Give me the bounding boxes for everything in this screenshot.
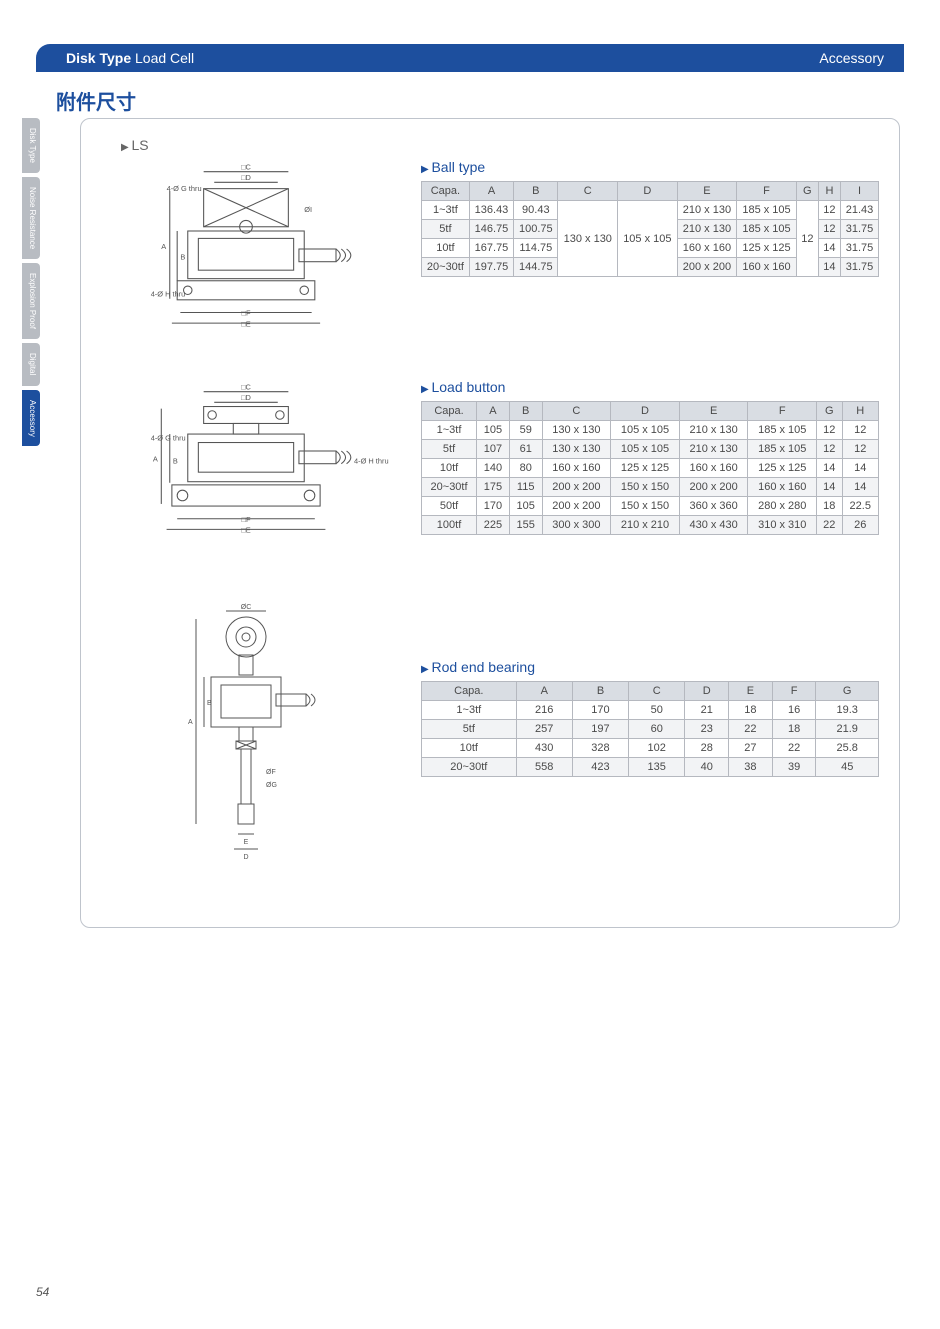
header-title: Disk Type Load Cell — [66, 50, 194, 66]
svg-text:□E: □E — [241, 319, 250, 328]
svg-text:□E: □E — [241, 526, 250, 535]
svg-text:B: B — [173, 457, 178, 466]
svg-text:□F: □F — [242, 515, 251, 524]
ball-table-title: Ball type — [421, 159, 879, 175]
table-row: 5tf10761130 x 130105 x 105210 x 130185 x… — [422, 440, 879, 459]
svg-text:□C: □C — [241, 383, 251, 392]
svg-text:□F: □F — [241, 309, 250, 318]
table-header: E — [729, 682, 773, 701]
ls-label: LS — [121, 137, 879, 153]
svg-text:A: A — [161, 242, 166, 251]
table-row: 5tf2571976023221821.9 — [422, 720, 879, 739]
svg-text:A: A — [188, 719, 193, 726]
table-header: E — [677, 182, 737, 201]
svg-text:ØG: ØG — [266, 782, 277, 789]
table-row: 1~3tf10559130 x 130105 x 105210 x 130185… — [422, 421, 879, 440]
page-number: 54 — [36, 1285, 49, 1299]
svg-text:□D: □D — [241, 173, 251, 182]
diagram-rod: ØC A B ØF ØG E D — [101, 599, 391, 859]
table-header: G — [817, 402, 842, 421]
header-right-label: Accessory — [819, 50, 884, 66]
svg-text:□C: □C — [241, 163, 251, 172]
table-header: F — [737, 182, 797, 201]
table-header: Capa. — [422, 402, 477, 421]
table-header: C — [629, 682, 685, 701]
row-rod: ØC A B ØF ØG E D Rod — [101, 599, 879, 859]
svg-text:ØI: ØI — [304, 205, 312, 214]
table-header: C — [542, 402, 611, 421]
svg-text:□D: □D — [241, 393, 251, 402]
header-bar: Disk Type Load Cell Accessory — [36, 44, 904, 72]
table-header: H — [842, 402, 878, 421]
table-row: 100tf225155300 x 300210 x 210430 x 43031… — [422, 516, 879, 535]
section-title: 附件尺寸 — [56, 86, 136, 115]
load-table: Capa.ABCDEFGH 1~3tf10559130 x 130105 x 1… — [421, 401, 879, 535]
ball-table: Capa.ABCDEFGHI 1~3tf136.4390.43130 x 130… — [421, 181, 879, 277]
header-title-light: Load Cell — [131, 50, 194, 66]
table-header: Capa. — [422, 682, 517, 701]
svg-text:B: B — [180, 253, 185, 262]
table-header: B — [572, 682, 628, 701]
svg-text:A: A — [153, 455, 158, 464]
table-header: F — [748, 402, 817, 421]
table-header: D — [685, 682, 729, 701]
rod-table-section: Rod end bearing Capa.ABCDEFG 1~3tf216170… — [421, 599, 879, 777]
table-header: A — [516, 682, 572, 701]
ball-table-section: Ball type Capa.ABCDEFGHI 1~3tf136.4390.4… — [421, 159, 879, 277]
load-table-title: Load button — [421, 379, 879, 395]
content-frame: LS □C □D 4-Ø G thru ØI 4-Ø H thru □F — [80, 118, 900, 928]
svg-text:ØC: ØC — [241, 604, 252, 611]
row-ball: □C □D 4-Ø G thru ØI 4-Ø H thru □F □E A — [101, 159, 879, 339]
table-row: 1~3tf2161705021181619.3 — [422, 701, 879, 720]
side-tab[interactable]: Accessory — [22, 390, 40, 447]
table-header: A — [469, 182, 513, 201]
svg-text:ØF: ØF — [266, 769, 276, 776]
side-tab[interactable]: Noise Resistance — [22, 177, 40, 259]
side-tab[interactable]: Explosion Proof — [22, 263, 40, 339]
load-table-section: Load button Capa.ABCDEFGH 1~3tf10559130 … — [421, 379, 879, 535]
table-row: 10tf43032810228272225.8 — [422, 739, 879, 758]
svg-text:4-Ø H thru: 4-Ø H thru — [354, 457, 389, 466]
table-header: I — [840, 182, 878, 201]
table-row: 10tf14080160 x 160125 x 125160 x 160125 … — [422, 459, 879, 478]
svg-text:4-Ø G thru: 4-Ø G thru — [167, 184, 202, 193]
side-tabs: Disk Type Noise Resistance Explosion Proof… — [22, 118, 40, 446]
rod-table: Capa.ABCDEFG 1~3tf2161705021181619.35tf2… — [421, 681, 879, 777]
table-header: B — [509, 402, 542, 421]
table-row: 1~3tf136.4390.43130 x 130105 x 105210 x … — [422, 201, 879, 220]
table-header: E — [679, 402, 748, 421]
table-header: B — [514, 182, 558, 201]
table-header: H — [818, 182, 840, 201]
svg-text:D: D — [243, 854, 248, 859]
svg-text:4-Ø G thru: 4-Ø G thru — [151, 433, 186, 442]
svg-text:B: B — [207, 700, 212, 707]
table-header: Capa. — [422, 182, 470, 201]
table-row: 50tf170105200 x 200150 x 150360 x 360280… — [422, 497, 879, 516]
side-tab[interactable]: Disk Type — [22, 118, 40, 173]
header-title-bold: Disk Type — [66, 50, 131, 66]
table-header: D — [618, 182, 678, 201]
svg-text:4-Ø H thru: 4-Ø H thru — [151, 290, 186, 299]
table-row: 20~30tf175115200 x 200150 x 150200 x 200… — [422, 478, 879, 497]
table-header: G — [796, 182, 818, 201]
table-header: A — [477, 402, 510, 421]
table-row: 20~30tf55842313540383945 — [422, 758, 879, 777]
table-header: G — [816, 682, 879, 701]
svg-text:E: E — [244, 839, 249, 846]
diagram-ball: □C □D 4-Ø G thru ØI 4-Ø H thru □F □E A — [101, 159, 391, 339]
table-header: D — [611, 402, 680, 421]
table-header: F — [772, 682, 816, 701]
rod-table-title: Rod end bearing — [421, 659, 879, 675]
side-tab[interactable]: Digital — [22, 343, 40, 385]
diagram-load: □C □D 4-Ø G thru 4-Ø H thru □F □E A B — [101, 379, 391, 559]
table-header: C — [558, 182, 618, 201]
row-load: □C □D 4-Ø G thru 4-Ø H thru □F □E A B — [101, 379, 879, 559]
